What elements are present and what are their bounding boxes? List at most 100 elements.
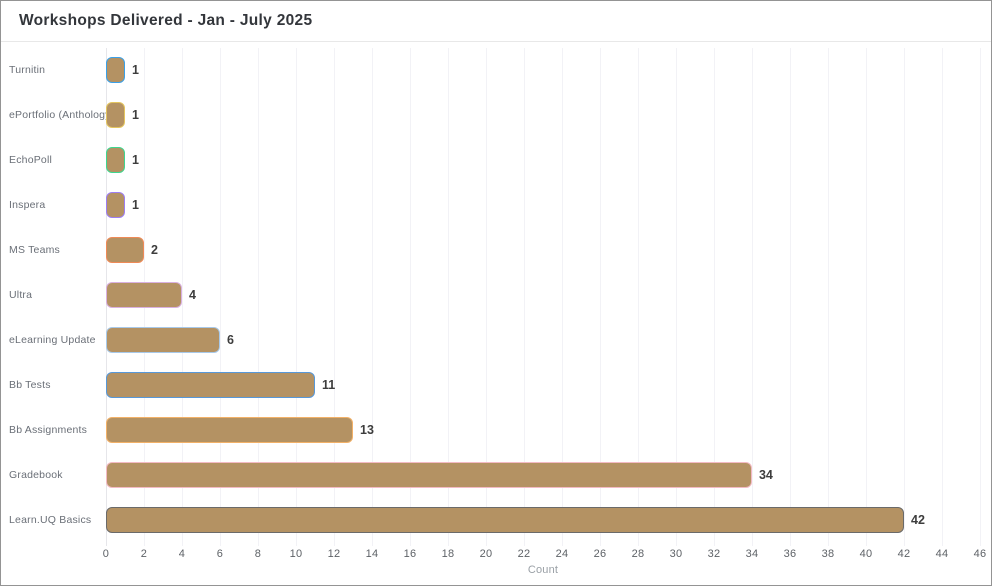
bar-track: 6: [106, 317, 980, 362]
gridline: [410, 48, 411, 546]
category-label: Inspera: [9, 199, 46, 212]
gridline: [904, 48, 905, 546]
bar[interactable]: [106, 281, 182, 308]
gridline: [562, 48, 563, 546]
x-tick-label: 10: [289, 548, 303, 560]
gridline: [372, 48, 373, 546]
x-tick-label: 12: [327, 548, 341, 560]
gridline: [751, 48, 753, 546]
bar[interactable]: [106, 192, 125, 219]
x-tick-label: 18: [441, 548, 455, 560]
chart-header: Workshops Delivered - Jan - July 2025: [1, 1, 991, 42]
bar[interactable]: [106, 461, 752, 488]
x-axis: 0 2 4 6 8 10 12 14 16 18 20 22 24 26 28 30 32 34 36 38 40 42 4…: [102, 548, 986, 562]
bar-value-label: 6: [227, 332, 234, 347]
gridline: [828, 48, 829, 546]
bar-row: EchoPoll 1: [1, 138, 980, 183]
bar-row: Bb Tests 11: [1, 362, 980, 407]
bar-row: Ultra 4: [1, 273, 980, 318]
category-label: MS Teams: [9, 244, 61, 257]
gridline: [182, 48, 183, 546]
bar-track: 42: [106, 497, 980, 542]
bar[interactable]: [106, 506, 904, 533]
x-tick-label: 32: [707, 548, 721, 560]
gridline: [638, 48, 639, 546]
x-tick-label: 34: [745, 548, 759, 560]
bar-track: 2: [106, 228, 980, 273]
bar-rows: Turnitin 1 ePortfolio (Anthology 1 EchoPoll 1…: [1, 48, 980, 542]
bar-track: 1: [106, 183, 980, 228]
category-label: ePortfolio (Anthology: [9, 109, 106, 122]
x-tick-label: 38: [821, 548, 835, 560]
x-tick-label: 28: [631, 548, 645, 560]
gridline: [334, 48, 335, 546]
bar-value-label: 4: [189, 287, 196, 302]
x-tick-label: 22: [517, 548, 531, 560]
bar[interactable]: [106, 102, 125, 129]
x-tick-label: 2: [140, 548, 148, 560]
bar-value-label: 11: [322, 377, 336, 392]
gridline: [866, 48, 867, 546]
chart-title: Workshops Delivered - Jan - July 2025: [19, 12, 313, 29]
x-tick-label: 16: [403, 548, 417, 560]
bar-track: 1: [106, 48, 980, 93]
gridline: [448, 48, 449, 546]
gridline: [676, 48, 677, 546]
x-tick-label: 24: [555, 548, 569, 560]
gridline: [258, 48, 259, 546]
gridline: [486, 48, 487, 546]
gridline: [220, 48, 221, 546]
bar[interactable]: [106, 57, 125, 84]
gridline: [942, 48, 943, 546]
x-tick-label: 0: [102, 548, 110, 560]
bar[interactable]: [106, 326, 220, 353]
x-tick-label: 20: [479, 548, 493, 560]
x-tick-label: 14: [365, 548, 379, 560]
bar-row: Learn.UQ Basics 42: [1, 497, 980, 542]
x-axis-title: Count: [527, 564, 559, 576]
category-label: Learn.UQ Basics: [9, 513, 92, 526]
bar-chart: Turnitin 1 ePortfolio (Anthology 1 EchoPoll 1…: [1, 42, 991, 585]
bar[interactable]: [106, 416, 353, 443]
category-label: eLearning Update: [9, 333, 96, 346]
bar-value-label: 42: [911, 512, 925, 527]
bar-value-label: 2: [151, 243, 158, 258]
bar-row: Turnitin 1: [1, 48, 980, 93]
bar-row: eLearning Update 6: [1, 317, 980, 362]
x-tick-label: 42: [897, 548, 911, 560]
bar-value-label: 1: [132, 153, 139, 168]
grid-layer: [106, 48, 981, 546]
category-label: Bb Assignments: [9, 423, 88, 436]
x-tick-label: 44: [935, 548, 949, 560]
x-tick-label: 36: [783, 548, 797, 560]
gridline: [524, 48, 525, 546]
bar[interactable]: [106, 371, 315, 398]
x-tick-label: 4: [178, 548, 186, 560]
gridline: [714, 48, 715, 546]
category-label: Ultra: [9, 288, 33, 301]
bar-value-label: 1: [132, 108, 139, 123]
bar-track: 11: [106, 362, 980, 407]
bar-row: Bb Assignments 13: [1, 407, 980, 452]
category-label: Bb Tests: [9, 378, 51, 391]
gridline: [600, 48, 601, 546]
gridline: [790, 48, 791, 546]
x-tick-label: 46: [973, 548, 987, 560]
bar-track: 13: [106, 407, 980, 452]
bar-track: 4: [106, 273, 980, 318]
x-tick-label: 40: [859, 548, 873, 560]
bar[interactable]: [106, 237, 144, 264]
category-label: Gradebook: [9, 468, 63, 481]
x-tick-label: 8: [254, 548, 262, 560]
x-tick-label: 6: [216, 548, 224, 560]
bar-row: Gradebook 34: [1, 452, 980, 497]
category-label: Turnitin: [9, 64, 46, 77]
x-tick-label: 30: [669, 548, 683, 560]
bar-value-label: 1: [132, 63, 139, 78]
bar-track: 1: [106, 93, 980, 138]
bar-value-label: 13: [360, 422, 374, 437]
bar-row: MS Teams 2: [1, 228, 980, 273]
category-label: EchoPoll: [9, 154, 53, 167]
bar[interactable]: [106, 147, 125, 174]
